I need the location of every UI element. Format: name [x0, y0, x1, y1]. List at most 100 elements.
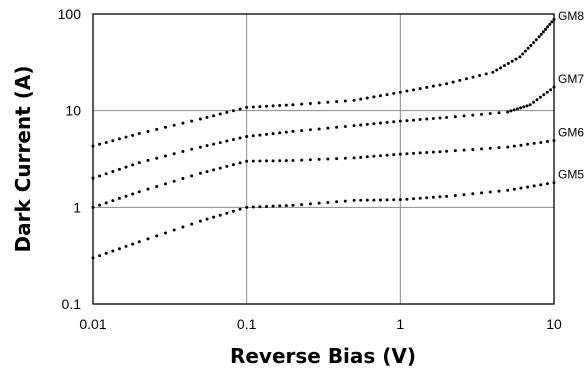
data-point [418, 87, 422, 91]
data-point [245, 135, 249, 139]
data-point [359, 155, 363, 159]
data-point [137, 161, 141, 165]
data-point [124, 135, 128, 139]
data-point [431, 195, 435, 199]
data-point [518, 55, 522, 59]
plot-frame [92, 13, 555, 305]
data-point [438, 116, 442, 120]
data-point [271, 204, 275, 208]
data-point [537, 35, 541, 39]
data-point [506, 110, 510, 114]
data-point [251, 159, 255, 163]
data-point [251, 105, 255, 109]
data-point [343, 99, 347, 103]
data-point [146, 158, 150, 162]
data-point [542, 93, 546, 97]
data-point [190, 119, 194, 123]
data-point [497, 189, 501, 193]
data-point [398, 198, 402, 202]
data-point [326, 157, 330, 161]
y-tick-label: 1 [73, 199, 81, 215]
data-point [258, 159, 262, 163]
data-point [488, 190, 492, 194]
data-point [548, 22, 552, 26]
data-point [205, 217, 209, 221]
data-point [412, 88, 416, 92]
data-point [352, 156, 356, 160]
y-tick-label: 10 [65, 103, 81, 119]
data-point [238, 207, 242, 211]
x-tick-label: 1 [396, 316, 404, 332]
data-point [343, 156, 347, 160]
data-point [190, 222, 194, 226]
data-point [284, 103, 288, 107]
data-point [532, 184, 536, 188]
data-point [335, 100, 339, 104]
data-point [163, 125, 167, 129]
data-point [379, 121, 383, 125]
data-point [491, 70, 495, 74]
data-point [172, 179, 176, 183]
series-label-gm5: GM5 [558, 168, 584, 182]
data-point [552, 139, 556, 143]
data-point [532, 141, 536, 145]
data-point [343, 124, 347, 128]
data-point [379, 94, 383, 98]
data-point [291, 129, 295, 133]
data-point [512, 108, 516, 112]
data-point [181, 225, 185, 229]
data-point [172, 152, 176, 156]
data-point [198, 171, 202, 175]
data-point [445, 115, 449, 119]
data-point [545, 90, 549, 94]
data-point [488, 146, 492, 150]
data-point [117, 247, 121, 251]
data-point [372, 198, 376, 202]
data-point [137, 132, 141, 136]
data-point [398, 152, 402, 156]
data-point [104, 141, 108, 145]
data-point [502, 64, 506, 68]
data-point [104, 172, 108, 176]
y-tick-labels: 0.1 1 10 100 [58, 6, 82, 312]
data-point [91, 176, 95, 180]
data-point [519, 186, 523, 190]
data-point [245, 105, 249, 109]
data-point [412, 197, 416, 201]
data-point [231, 163, 235, 167]
data-point [117, 196, 121, 200]
data-point [539, 183, 543, 187]
data-point [218, 141, 222, 145]
series-labels: GM8 GM7 GM6 GM5 [558, 9, 584, 182]
y-tick-label: 0.1 [62, 296, 82, 312]
data-point [425, 196, 429, 200]
data-point [238, 136, 242, 140]
data-point [480, 112, 484, 116]
data-point [258, 205, 262, 209]
data-point [111, 170, 115, 174]
data-point [317, 201, 321, 205]
data-point [497, 146, 501, 150]
data-point [495, 68, 499, 72]
data-point [545, 140, 549, 144]
data-point [245, 159, 249, 163]
data-point [205, 170, 209, 174]
data-point [497, 111, 501, 115]
data-point [225, 139, 229, 143]
data-point [291, 159, 295, 163]
x-tick-label: 0.1 [237, 316, 257, 332]
data-point [515, 107, 519, 111]
data-point [431, 117, 435, 121]
data-point [543, 27, 547, 31]
data-point [155, 234, 159, 238]
data-point [478, 73, 482, 77]
data-point [317, 157, 321, 161]
data-point [131, 163, 135, 167]
data-point [398, 90, 402, 94]
data-point [405, 152, 409, 156]
data-point [124, 194, 128, 198]
data-point [291, 203, 295, 207]
data-point [365, 96, 369, 100]
series-label-gm8: GM8 [558, 9, 584, 23]
data-point [425, 117, 429, 121]
